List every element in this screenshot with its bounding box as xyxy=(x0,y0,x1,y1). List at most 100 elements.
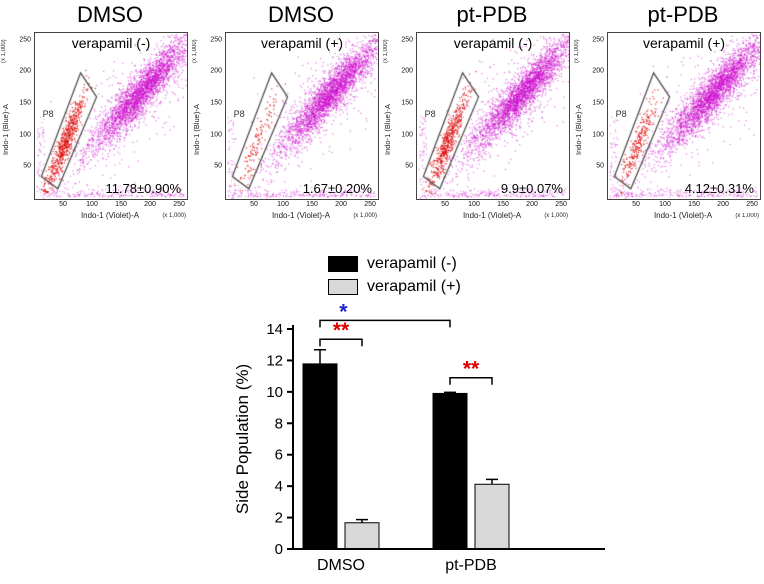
y-axis-label: Indo-1 (Blue)-A xyxy=(1,104,10,156)
bar-chart: 0 2 4 6 8 10 12 14 Side Population (%) DMSO pt-PDB… xyxy=(233,300,605,574)
percentage-label: 4.12±0.31% xyxy=(684,181,754,196)
x-axis-label: Indo-1 (Violet)-A xyxy=(80,211,140,220)
y-tick-label: 10 xyxy=(266,384,283,401)
y-tick: 50 xyxy=(596,162,604,170)
x-tick: 150 xyxy=(688,201,700,208)
condition-label: verapamil (-) xyxy=(453,35,533,51)
y-tick-label: 12 xyxy=(266,352,283,369)
x-tick: 200 xyxy=(717,201,729,208)
y-tick: 150 xyxy=(210,99,222,107)
y-tick: 200 xyxy=(210,67,222,75)
x-axis-scale-note: (x 1,000) xyxy=(544,213,568,219)
y-axis-scale-note: (x 1,000) xyxy=(192,39,198,63)
legend-swatch-black xyxy=(328,255,358,272)
x-tick: 150 xyxy=(115,201,127,208)
y-axis-scale-note: (x 1,000) xyxy=(1,39,7,63)
x-tick: 100 xyxy=(277,201,289,208)
flow-panel-dmso-verapamil-pos: DMSO Indo-1 (Blue)-A (x 1,000) 50 100 150 2… xyxy=(192,2,382,238)
y-tick-label: 2 xyxy=(275,510,283,527)
x-tick: 50 xyxy=(441,201,449,208)
significance-bracket xyxy=(319,319,451,328)
significance-bracket xyxy=(449,376,493,385)
y-axis-scale-note: (x 1,000) xyxy=(383,39,389,63)
y-tick-labels: 50 100 150 200 250 xyxy=(585,32,605,198)
y-tick-label: 8 xyxy=(275,415,283,432)
gate-label: P8 xyxy=(615,109,627,120)
x-tick: 250 xyxy=(364,201,376,208)
y-tick-label: 0 xyxy=(275,541,283,558)
scatter-plot: verapamil (-) P8 11.78±0.90% xyxy=(34,32,188,200)
x-tick-labels: 50 100 150 200 250 xyxy=(607,201,759,210)
y-tick: 200 xyxy=(592,67,604,75)
significance-label: ** xyxy=(463,358,480,381)
y-tick-labels: 50 100 150 200 250 xyxy=(394,32,414,198)
y-axis-label: Indo-1 (Blue)-A xyxy=(574,104,583,156)
y-tick: 150 xyxy=(592,99,604,107)
scatter-plot: verapamil (-) P8 9.9±0.07% xyxy=(416,32,570,200)
x-tick: 150 xyxy=(306,201,318,208)
x-axis-label: Indo-1 (Violet)-A xyxy=(653,211,713,220)
y-tick: 100 xyxy=(210,131,222,139)
x-axis-label: Indo-1 (Violet)-A xyxy=(462,211,522,220)
condition-label: verapamil (-) xyxy=(71,35,151,51)
y-tick: 250 xyxy=(401,36,413,44)
x-axis-label: Indo-1 (Violet)-A xyxy=(271,211,331,220)
x-tick: 250 xyxy=(746,201,758,208)
x-axis-scale-note: (x 1,000) xyxy=(162,213,186,219)
y-tick: 250 xyxy=(592,36,604,44)
y-axis-scale-note: (x 1,000) xyxy=(574,39,580,63)
chart-y-axis-title: Side Population (%) xyxy=(233,364,252,514)
y-tick: 150 xyxy=(401,99,413,107)
x-tick: 200 xyxy=(144,201,156,208)
x-tick: 50 xyxy=(632,201,640,208)
scatter-canvas xyxy=(226,33,378,199)
flow-panel-ptpdb-verapamil-neg: pt-PDB Indo-1 (Blue)-A (x 1,000) 50 100 15… xyxy=(383,2,573,238)
x-tick: 200 xyxy=(335,201,347,208)
scatter-canvas xyxy=(35,33,187,199)
x-tick: 200 xyxy=(526,201,538,208)
x-tick-labels: 50 100 150 200 250 xyxy=(225,201,377,210)
percentage-label: 11.78±0.90% xyxy=(105,181,181,196)
panel-title: DMSO xyxy=(77,2,143,27)
category-label: DMSO xyxy=(317,557,365,574)
x-tick: 100 xyxy=(86,201,98,208)
y-tick-label: 4 xyxy=(275,478,283,495)
x-tick-labels: 50 100 150 200 250 xyxy=(34,201,186,210)
legend-label: verapamil (+) xyxy=(367,277,461,295)
bar xyxy=(432,392,468,550)
x-tick: 250 xyxy=(555,201,567,208)
y-tick: 250 xyxy=(19,36,31,44)
y-tick-labels: 50 100 150 200 250 xyxy=(203,32,223,198)
legend-item-verapamil-pos: verapamil (+) xyxy=(328,275,461,298)
y-tick: 150 xyxy=(19,99,31,107)
y-tick: 200 xyxy=(19,67,31,75)
x-axis-scale-note: (x 1,000) xyxy=(353,213,377,219)
x-tick: 100 xyxy=(468,201,480,208)
scatter-plot: verapamil (+) P8 1.67±0.20% xyxy=(225,32,379,200)
gate-label: P8 xyxy=(424,109,436,120)
category-label: pt-PDB xyxy=(445,557,497,574)
x-tick: 50 xyxy=(59,201,67,208)
panel-title: pt-PDB xyxy=(647,2,719,27)
flow-panel-dmso-verapamil-neg: DMSO Indo-1 (Blue)-A (x 1,000) 50 100 150 2… xyxy=(1,2,191,238)
bar xyxy=(474,483,510,550)
y-tick: 250 xyxy=(210,36,222,44)
gate-label: P8 xyxy=(42,109,54,120)
x-tick: 100 xyxy=(659,201,671,208)
panel-title: DMSO xyxy=(268,2,334,27)
scatter-canvas xyxy=(417,33,569,199)
chart-legend: verapamil (-) verapamil (+) xyxy=(328,252,461,298)
y-tick: 100 xyxy=(592,131,604,139)
y-tick: 50 xyxy=(405,162,413,170)
y-tick: 100 xyxy=(19,131,31,139)
significance-bracket xyxy=(319,338,363,347)
x-tick: 250 xyxy=(173,201,185,208)
condition-label: verapamil (+) xyxy=(260,35,344,51)
significance-label: ** xyxy=(333,319,350,342)
percentage-label: 1.67±0.20% xyxy=(302,181,372,196)
y-tick: 100 xyxy=(401,131,413,139)
legend-swatch-gray xyxy=(328,278,358,295)
y-tick: 50 xyxy=(214,162,222,170)
x-tick-labels: 50 100 150 200 250 xyxy=(416,201,568,210)
flow-panel-ptpdb-verapamil-pos: pt-PDB Indo-1 (Blue)-A (x 1,000) 50 100 15… xyxy=(574,2,764,238)
